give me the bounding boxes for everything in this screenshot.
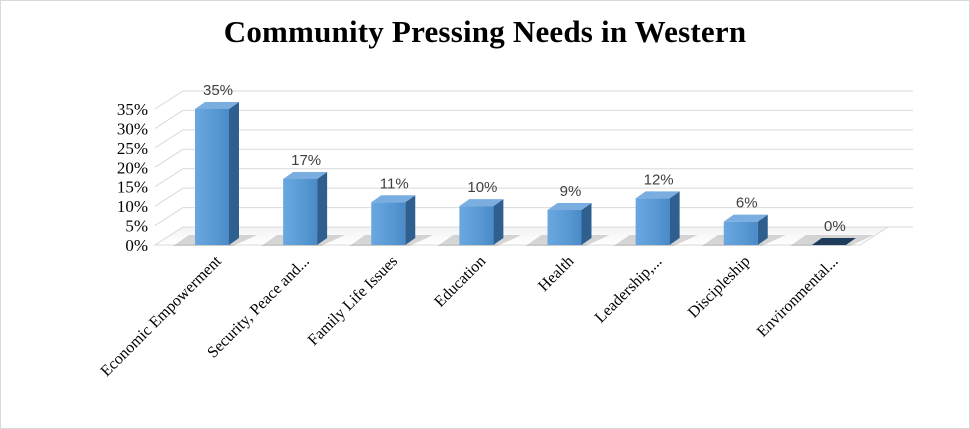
bar-front bbox=[459, 206, 494, 245]
bar bbox=[635, 191, 680, 245]
gridline bbox=[154, 187, 913, 207]
gridline bbox=[154, 109, 913, 129]
gridline bbox=[154, 129, 913, 149]
x-tick-label: Family Life Issues bbox=[305, 253, 401, 349]
gridline bbox=[154, 90, 913, 110]
data-label: 17% bbox=[291, 152, 321, 169]
bar-side bbox=[405, 195, 416, 245]
y-tick-label: 0% bbox=[125, 236, 148, 255]
y-axis: 0%5%10%15%20%25%30%35% bbox=[117, 100, 148, 255]
x-tick-label: Leadership,... bbox=[592, 253, 666, 327]
bar-side bbox=[669, 191, 680, 245]
bar-top bbox=[459, 199, 504, 207]
x-tick-label: Education bbox=[431, 253, 489, 311]
bar-top bbox=[723, 214, 768, 222]
bar bbox=[371, 195, 416, 245]
floor-plane bbox=[153, 226, 890, 246]
y-tick-label: 30% bbox=[117, 119, 148, 138]
bar-side bbox=[757, 214, 768, 245]
bar-top bbox=[283, 171, 328, 179]
bar-top bbox=[195, 102, 239, 109]
bar-front bbox=[283, 178, 318, 245]
gridlines bbox=[154, 90, 913, 246]
bar bbox=[547, 203, 592, 245]
data-label: 11% bbox=[380, 175, 409, 192]
x-tick-label: Economic Empowerment bbox=[98, 252, 226, 380]
bar-top bbox=[547, 203, 592, 211]
y-tick-label: 10% bbox=[117, 197, 148, 216]
data-label: 10% bbox=[467, 179, 497, 196]
data-labels: 35% 17% 11% 10% 9% 12% 6% 0% bbox=[203, 82, 846, 235]
bars bbox=[195, 102, 856, 245]
data-label: 35% bbox=[203, 82, 233, 99]
chart-title: Community Pressing Needs in Western bbox=[223, 14, 747, 49]
bar-front bbox=[195, 109, 229, 245]
bar bbox=[811, 238, 856, 245]
y-tick-label: 20% bbox=[117, 158, 148, 177]
bar-front bbox=[547, 210, 582, 245]
gridline bbox=[154, 207, 913, 226]
y-tick-label: 5% bbox=[125, 217, 148, 236]
data-label: 12% bbox=[644, 171, 674, 188]
data-label: 9% bbox=[560, 183, 582, 200]
x-tick-label: Health bbox=[535, 253, 577, 295]
data-label: 6% bbox=[736, 195, 758, 212]
bar bbox=[283, 171, 328, 245]
x-tick-label: Environmental... bbox=[754, 253, 842, 341]
bar-side bbox=[317, 171, 328, 245]
y-tick-label: 15% bbox=[117, 178, 148, 197]
bar-side bbox=[493, 199, 504, 245]
bar-top bbox=[635, 191, 680, 199]
bar-front bbox=[723, 221, 758, 245]
data-label: 0% bbox=[824, 218, 846, 235]
bar-side bbox=[229, 102, 239, 245]
bar-top bbox=[371, 195, 416, 203]
bar bbox=[723, 214, 768, 245]
bar-front bbox=[371, 202, 406, 245]
gridline bbox=[154, 148, 913, 168]
bar-side bbox=[581, 203, 592, 245]
bar-front bbox=[635, 198, 670, 245]
bar bbox=[195, 102, 239, 245]
y-tick-label: 25% bbox=[117, 139, 148, 158]
x-tick-label: Discipleship bbox=[685, 253, 754, 322]
x-tick-label: Security, Peace and... bbox=[204, 253, 313, 362]
bar bbox=[459, 199, 504, 245]
y-tick-label: 35% bbox=[117, 100, 148, 119]
chart-floor bbox=[153, 226, 890, 246]
gridline bbox=[154, 168, 913, 188]
